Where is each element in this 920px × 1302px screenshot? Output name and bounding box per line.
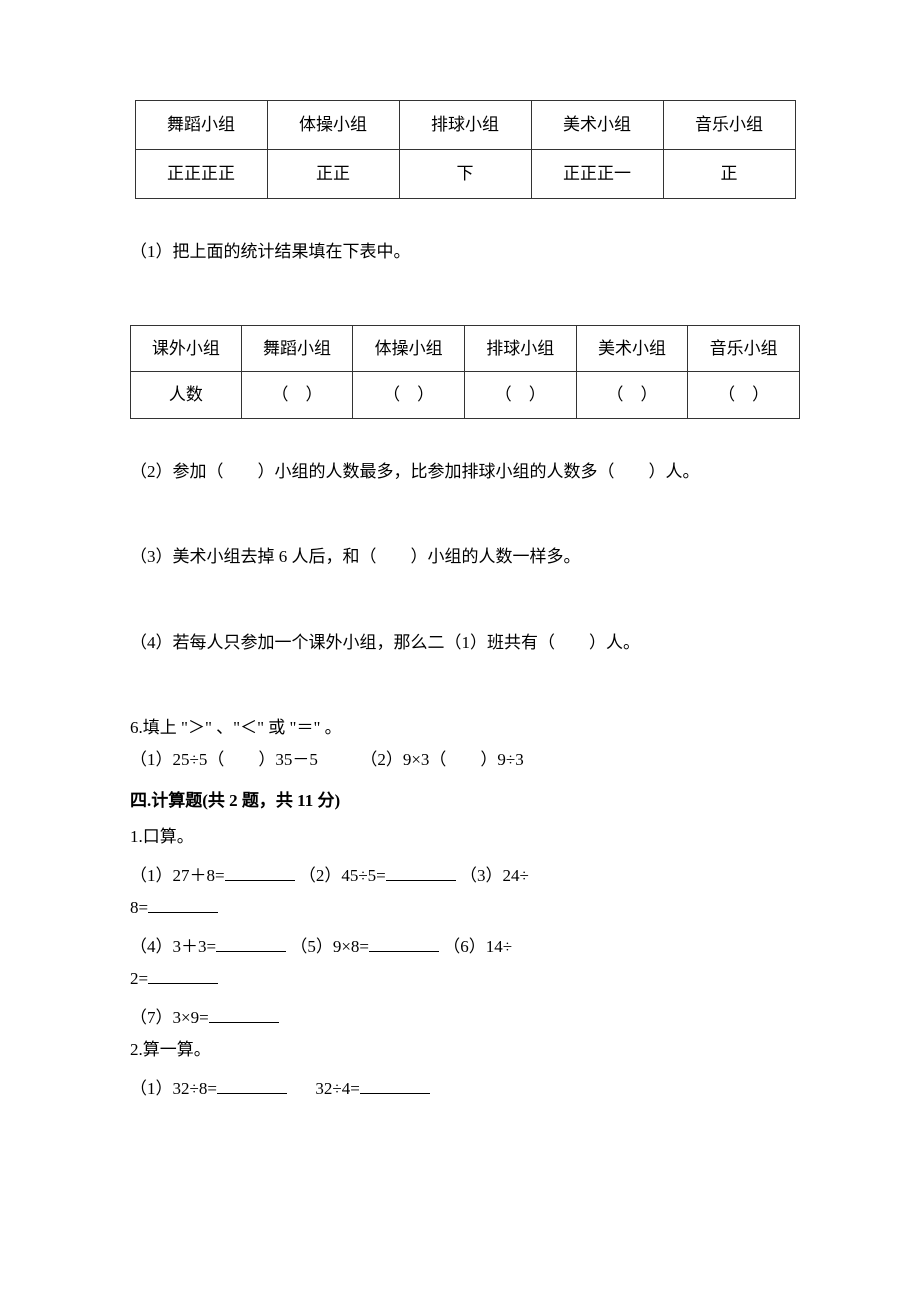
result-header: 体操小组 xyxy=(353,325,465,372)
calc-row-wrap: 2= xyxy=(130,966,800,992)
calc-label: （1）27＋8= xyxy=(130,866,225,885)
question-4: （4）若每人只参加一个课外小组，那么二（1）班共有（ ）人。 xyxy=(130,630,800,656)
calc-label: （1）32÷8= xyxy=(130,1079,217,1098)
calc-label: 2= xyxy=(130,969,148,988)
calc-item: （3）24÷ xyxy=(460,866,529,885)
tally-cell: 正正正正 xyxy=(135,150,267,199)
calc-item: （2）45÷5= xyxy=(299,866,456,885)
result-blank: （ ） xyxy=(241,372,353,419)
calc-row: （4）3＋3= （5）9×8= （6）14÷ xyxy=(130,934,800,960)
blank-line xyxy=(216,934,286,952)
question-6-line: （1）25÷5（ ）35－5 （2）9×3（ ）9÷3 xyxy=(130,747,800,773)
tally-header: 美术小组 xyxy=(531,101,663,150)
blank-line xyxy=(217,1076,287,1094)
calc-label: （6）14÷ xyxy=(443,937,512,956)
result-header: 舞蹈小组 xyxy=(241,325,353,372)
calc-item: （1）27＋8= xyxy=(130,866,295,885)
calc-label: （2）45÷5= xyxy=(299,866,386,885)
calc-label: 32÷4= xyxy=(315,1079,359,1098)
tally-cell: 下 xyxy=(399,150,531,199)
tally-header: 音乐小组 xyxy=(663,101,795,150)
result-blank: （ ） xyxy=(353,372,465,419)
calc-row: （1）32÷8= 32÷4= xyxy=(130,1076,800,1102)
question-6-intro: 6.填上 "＞" 、"＜" 或 "＝" 。 xyxy=(130,715,800,741)
result-header: 排球小组 xyxy=(464,325,576,372)
tally-table: 舞蹈小组 体操小组 排球小组 美术小组 音乐小组 正正正正 正正 下 正正正一 … xyxy=(135,100,796,199)
blank-line xyxy=(360,1076,430,1094)
tally-header: 舞蹈小组 xyxy=(135,101,267,150)
calc-row-wrap: 8= xyxy=(130,895,800,921)
problem-1-title: 1.口算。 xyxy=(130,824,800,850)
calc-label: （7）3×9= xyxy=(130,1008,209,1027)
blank-line xyxy=(386,863,456,881)
result-header: 课外小组 xyxy=(131,325,242,372)
result-blank: （ ） xyxy=(464,372,576,419)
result-header: 美术小组 xyxy=(576,325,688,372)
blank-line xyxy=(369,934,439,952)
calc-label: 8= xyxy=(130,898,148,917)
tally-header: 体操小组 xyxy=(267,101,399,150)
calc-label: （4）3＋3= xyxy=(130,937,216,956)
blank-line xyxy=(148,966,218,984)
calc-row: （1）27＋8= （2）45÷5= （3）24÷ xyxy=(130,863,800,889)
result-blank: （ ） xyxy=(688,372,800,419)
tally-cell: 正正 xyxy=(267,150,399,199)
calc-item: （5）9×8= xyxy=(290,937,439,956)
blank-line xyxy=(209,1005,279,1023)
question-1: （1）把上面的统计结果填在下表中。 xyxy=(130,239,800,265)
section-4-title: 四.计算题(共 2 题，共 11 分) xyxy=(130,788,800,814)
blank-line xyxy=(225,863,295,881)
calc-item: （6）14÷ xyxy=(443,937,512,956)
calc-label: （5）9×8= xyxy=(290,937,369,956)
question-2: （2）参加（ ）小组的人数最多，比参加排球小组的人数多（ ）人。 xyxy=(130,459,800,485)
result-row-label: 人数 xyxy=(131,372,242,419)
problem-2-title: 2.算一算。 xyxy=(130,1037,800,1063)
tally-cell: 正正正一 xyxy=(531,150,663,199)
calc-item: （4）3＋3= xyxy=(130,937,286,956)
tally-header: 排球小组 xyxy=(399,101,531,150)
result-table: 课外小组 舞蹈小组 体操小组 排球小组 美术小组 音乐小组 人数 （ ） （ ）… xyxy=(130,325,800,419)
calc-label: （3）24÷ xyxy=(460,866,529,885)
calc-row: （7）3×9= xyxy=(130,1005,800,1031)
blank-line xyxy=(148,895,218,913)
result-blank: （ ） xyxy=(576,372,688,419)
question-3: （3）美术小组去掉 6 人后，和（ ）小组的人数一样多。 xyxy=(130,544,800,570)
tally-cell: 正 xyxy=(663,150,795,199)
result-header: 音乐小组 xyxy=(688,325,800,372)
